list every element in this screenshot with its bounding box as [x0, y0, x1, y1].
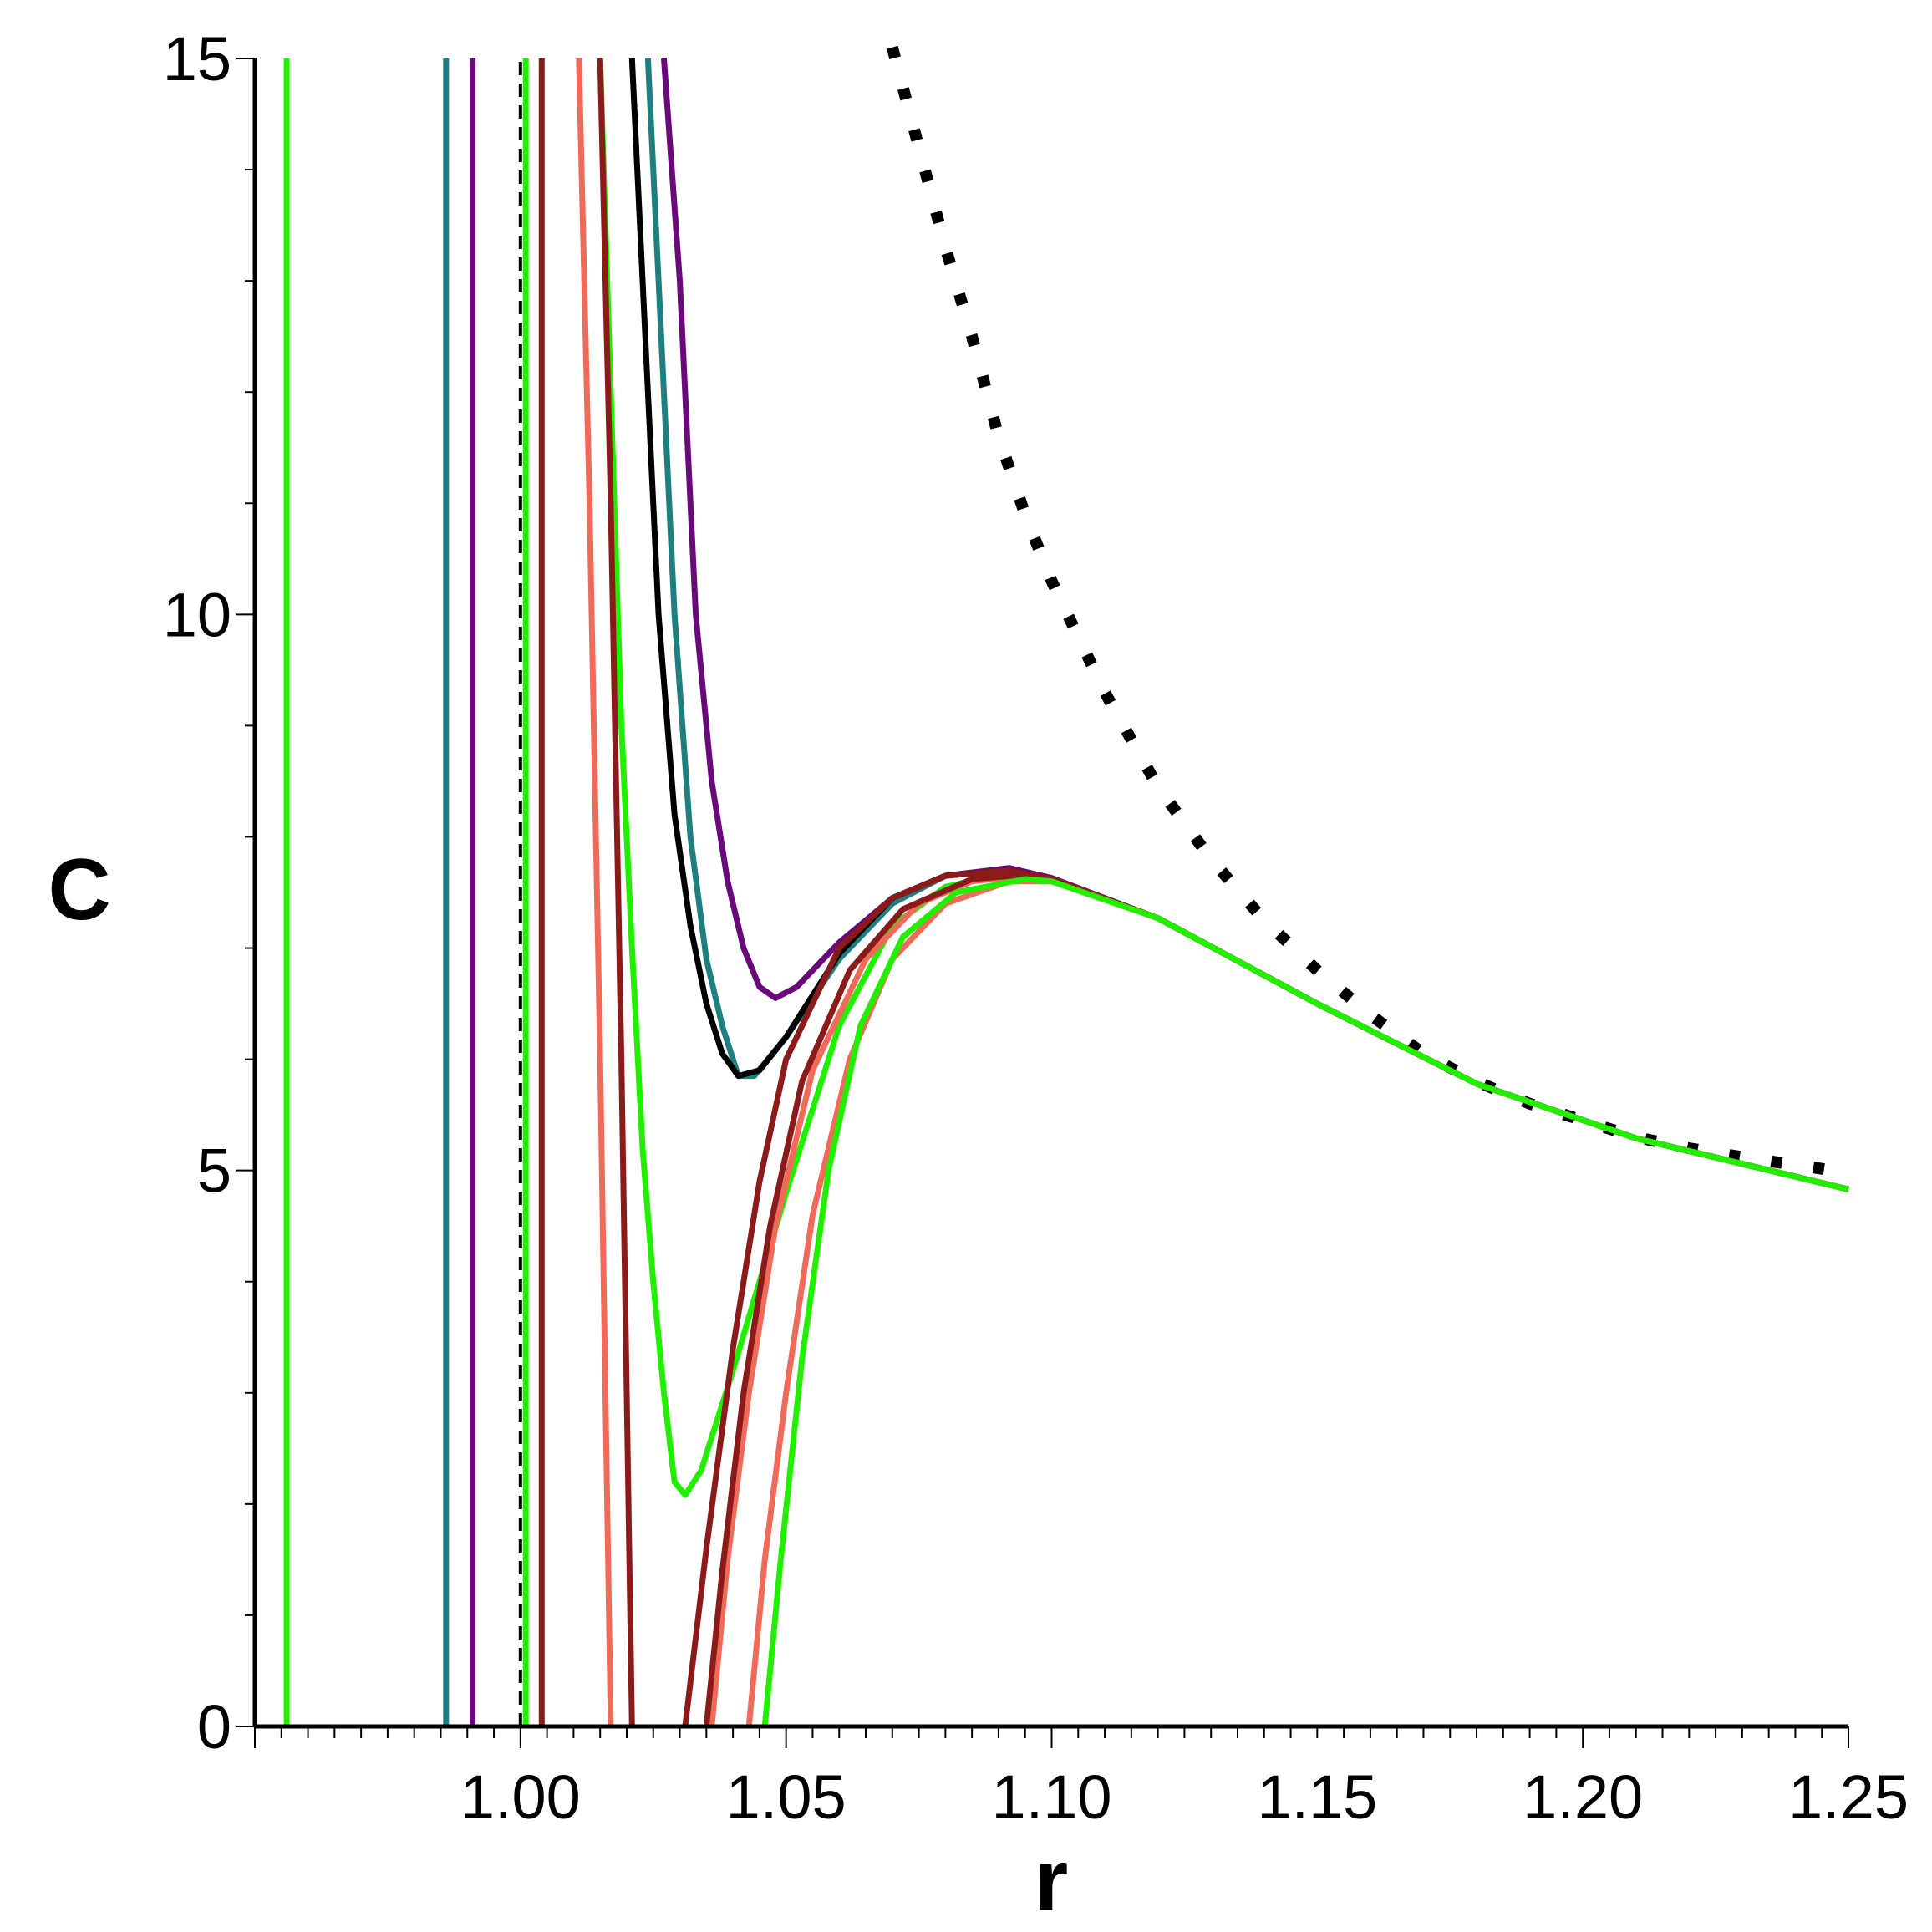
y-tick-label: 15 [163, 24, 231, 94]
x-tick-label: 1.20 [1523, 1762, 1643, 1832]
y-axis-title: C [48, 841, 110, 938]
ticks-layer: 0 5 10 15 1.00 1.05 1.10 1.15 1.20 1.25 [163, 24, 1909, 1832]
series-line-salmon [576, 58, 614, 1727]
x-tick-label: 1.15 [1257, 1762, 1377, 1832]
x-axis-title: r [1035, 1833, 1068, 1929]
axes-layer [252, 58, 1848, 1729]
series-line-salmon-part2 [709, 872, 1849, 1727]
y-tick-label: 10 [163, 580, 231, 649]
series-line-dotted-reference [887, 45, 1850, 1179]
series-line-dark-red-2 [703, 872, 1849, 1727]
x-tick-label: 1.10 [991, 1762, 1111, 1832]
series-line-dark-red-part3 [682, 867, 1849, 1727]
series-line-salmon-2 [745, 878, 1849, 1727]
series-line-green-inner-part2 [597, 58, 1849, 1498]
x-tick-label: 1.05 [726, 1762, 847, 1832]
x-tick-label: 1.00 [460, 1762, 581, 1832]
series-layer [283, 45, 1850, 1727]
y-tick-label: 5 [197, 1136, 231, 1206]
y-tick-label: 0 [197, 1692, 231, 1762]
x-tick-label: 1.25 [1788, 1762, 1909, 1832]
series-line-green-outer [761, 876, 1849, 1727]
series-line-black [628, 58, 1849, 1192]
series-line-dark-red-part2 [597, 58, 635, 1727]
